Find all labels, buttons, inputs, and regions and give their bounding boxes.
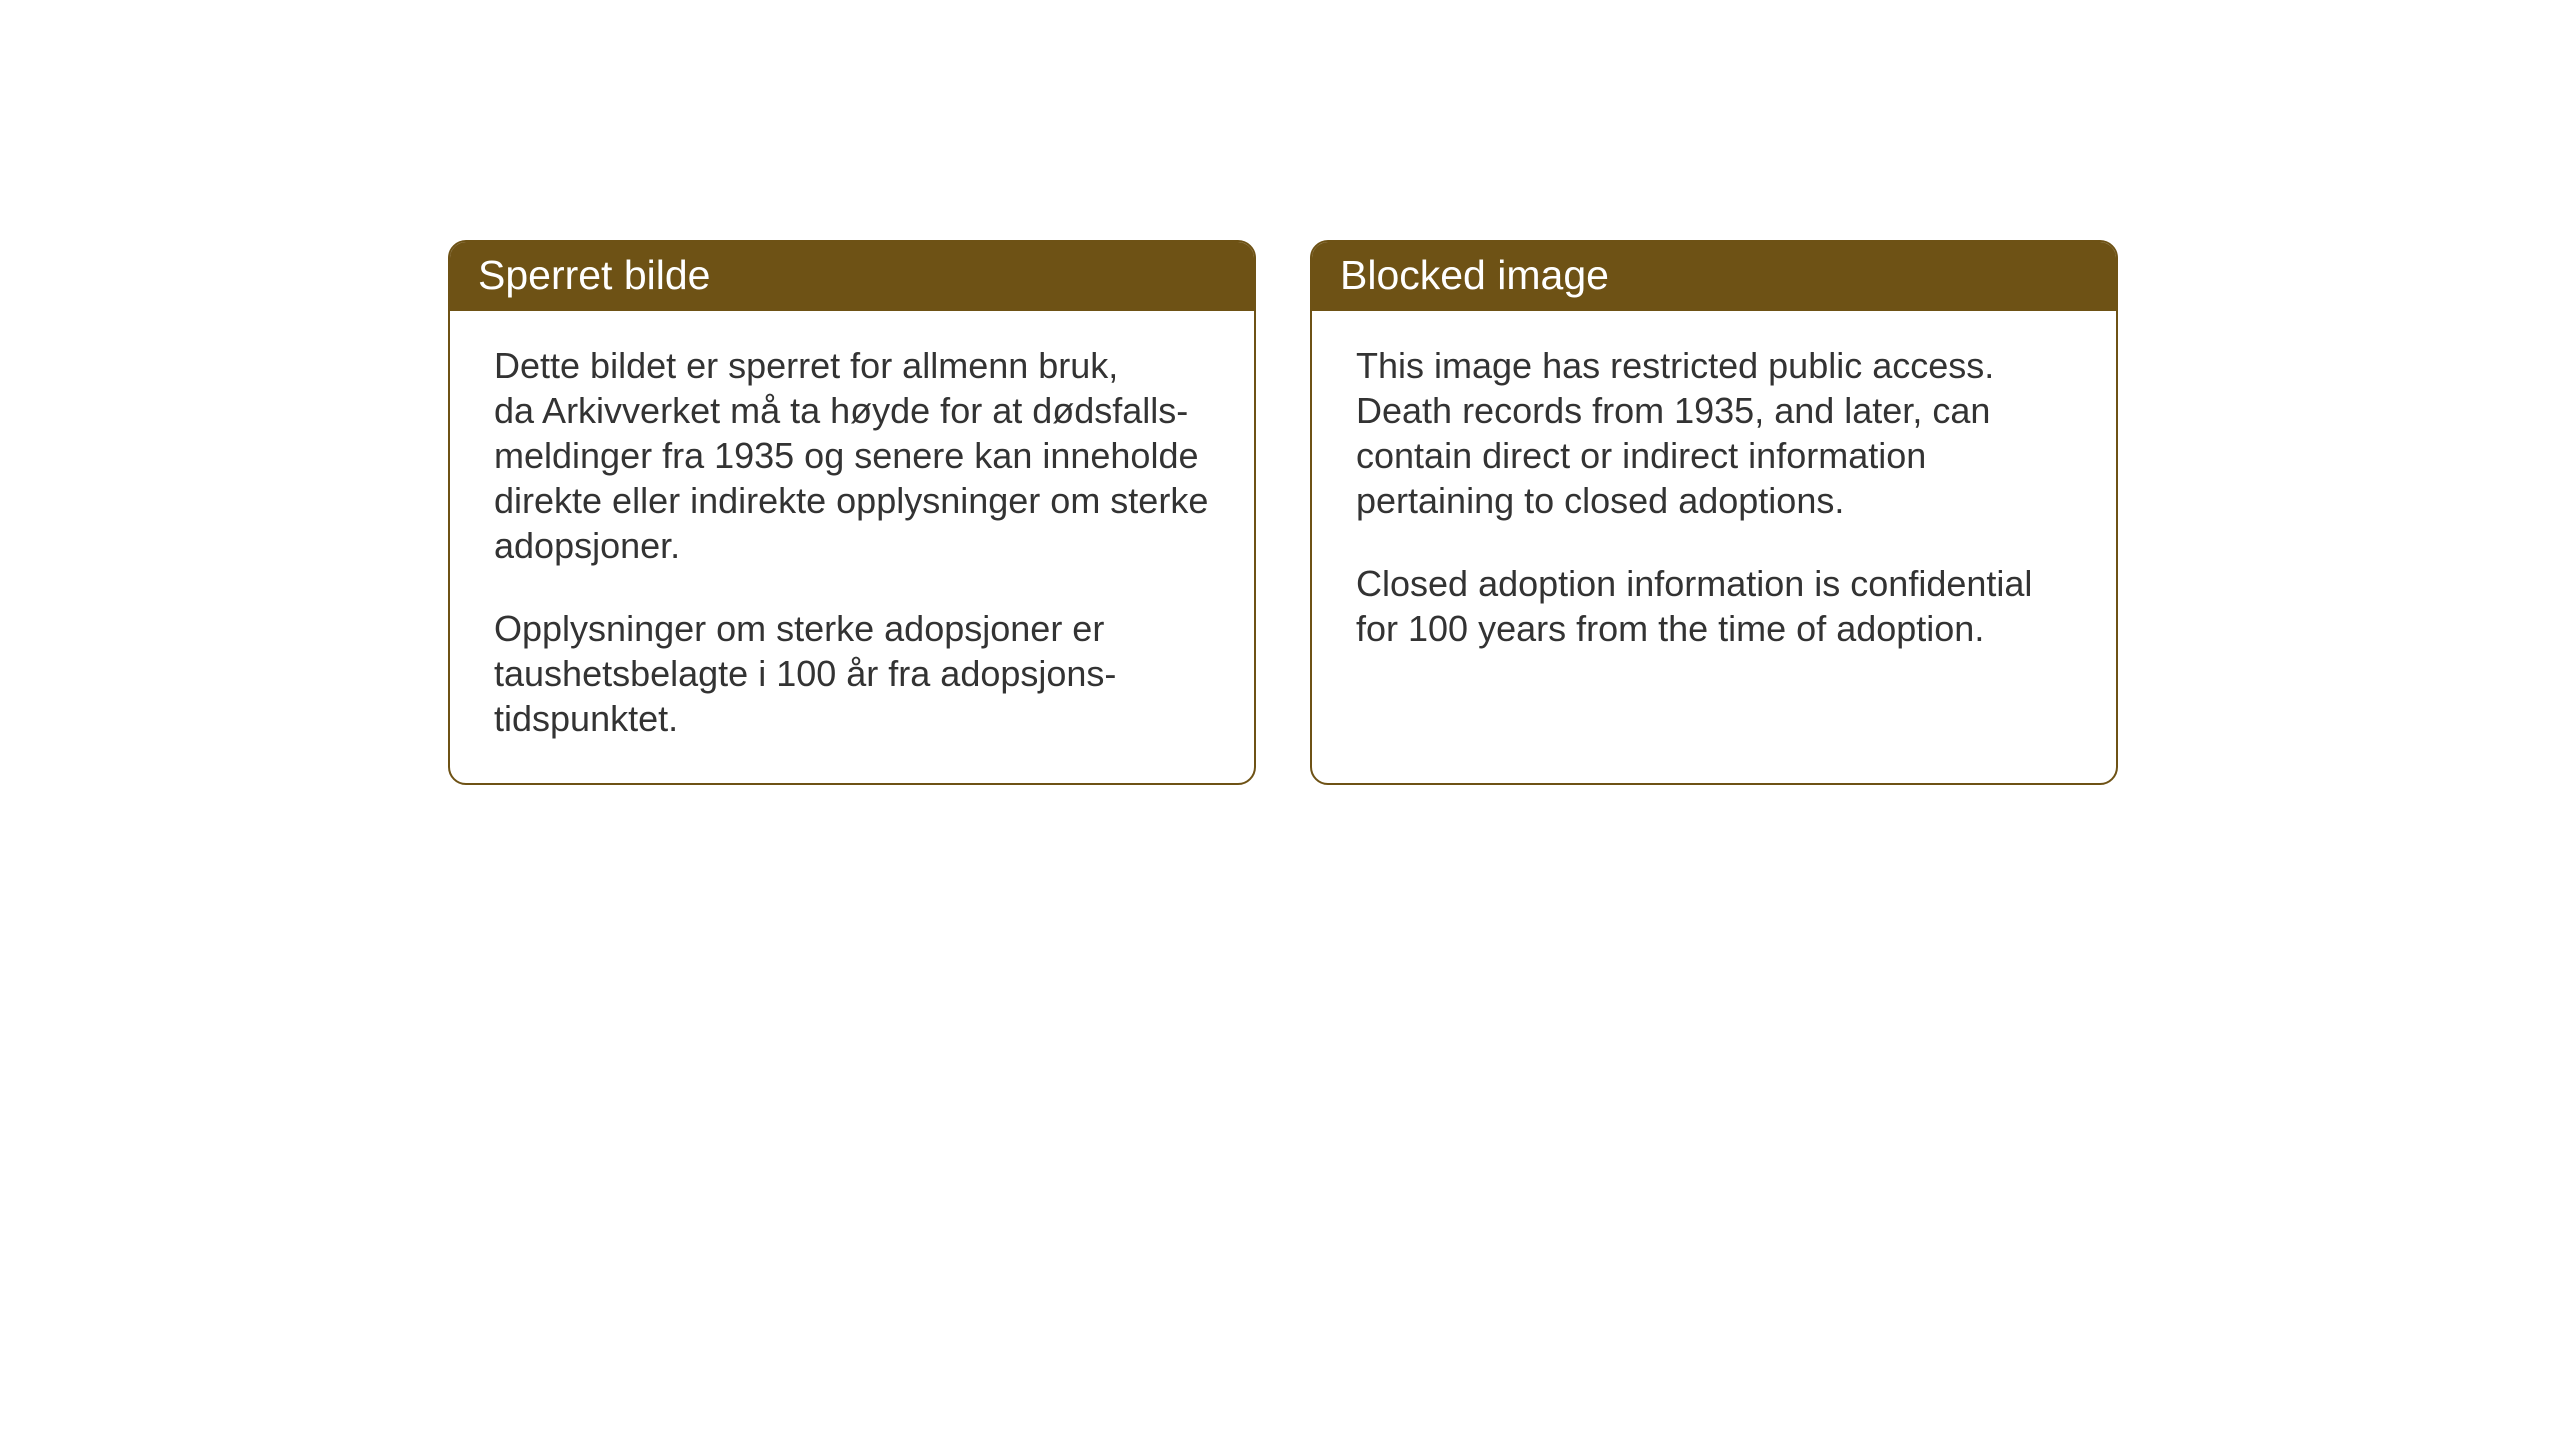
card-paragraph-2-english: Closed adoption information is confident… [1356,561,2072,651]
card-title-english: Blocked image [1340,252,1609,298]
card-paragraph-1-english: This image has restricted public access.… [1356,343,2072,523]
card-body-norwegian: Dette bildet er sperret for allmenn bruk… [450,311,1254,783]
card-header-norwegian: Sperret bilde [450,242,1254,311]
card-header-english: Blocked image [1312,242,2116,311]
card-paragraph-1-norwegian: Dette bildet er sperret for allmenn bruk… [494,343,1210,568]
card-norwegian: Sperret bilde Dette bildet er sperret fo… [448,240,1256,785]
card-paragraph-2-norwegian: Opplysninger om sterke adopsjoner er tau… [494,606,1210,741]
card-english: Blocked image This image has restricted … [1310,240,2118,785]
cards-container: Sperret bilde Dette bildet er sperret fo… [448,240,2118,785]
card-body-english: This image has restricted public access.… [1312,311,2116,693]
card-title-norwegian: Sperret bilde [478,252,710,298]
